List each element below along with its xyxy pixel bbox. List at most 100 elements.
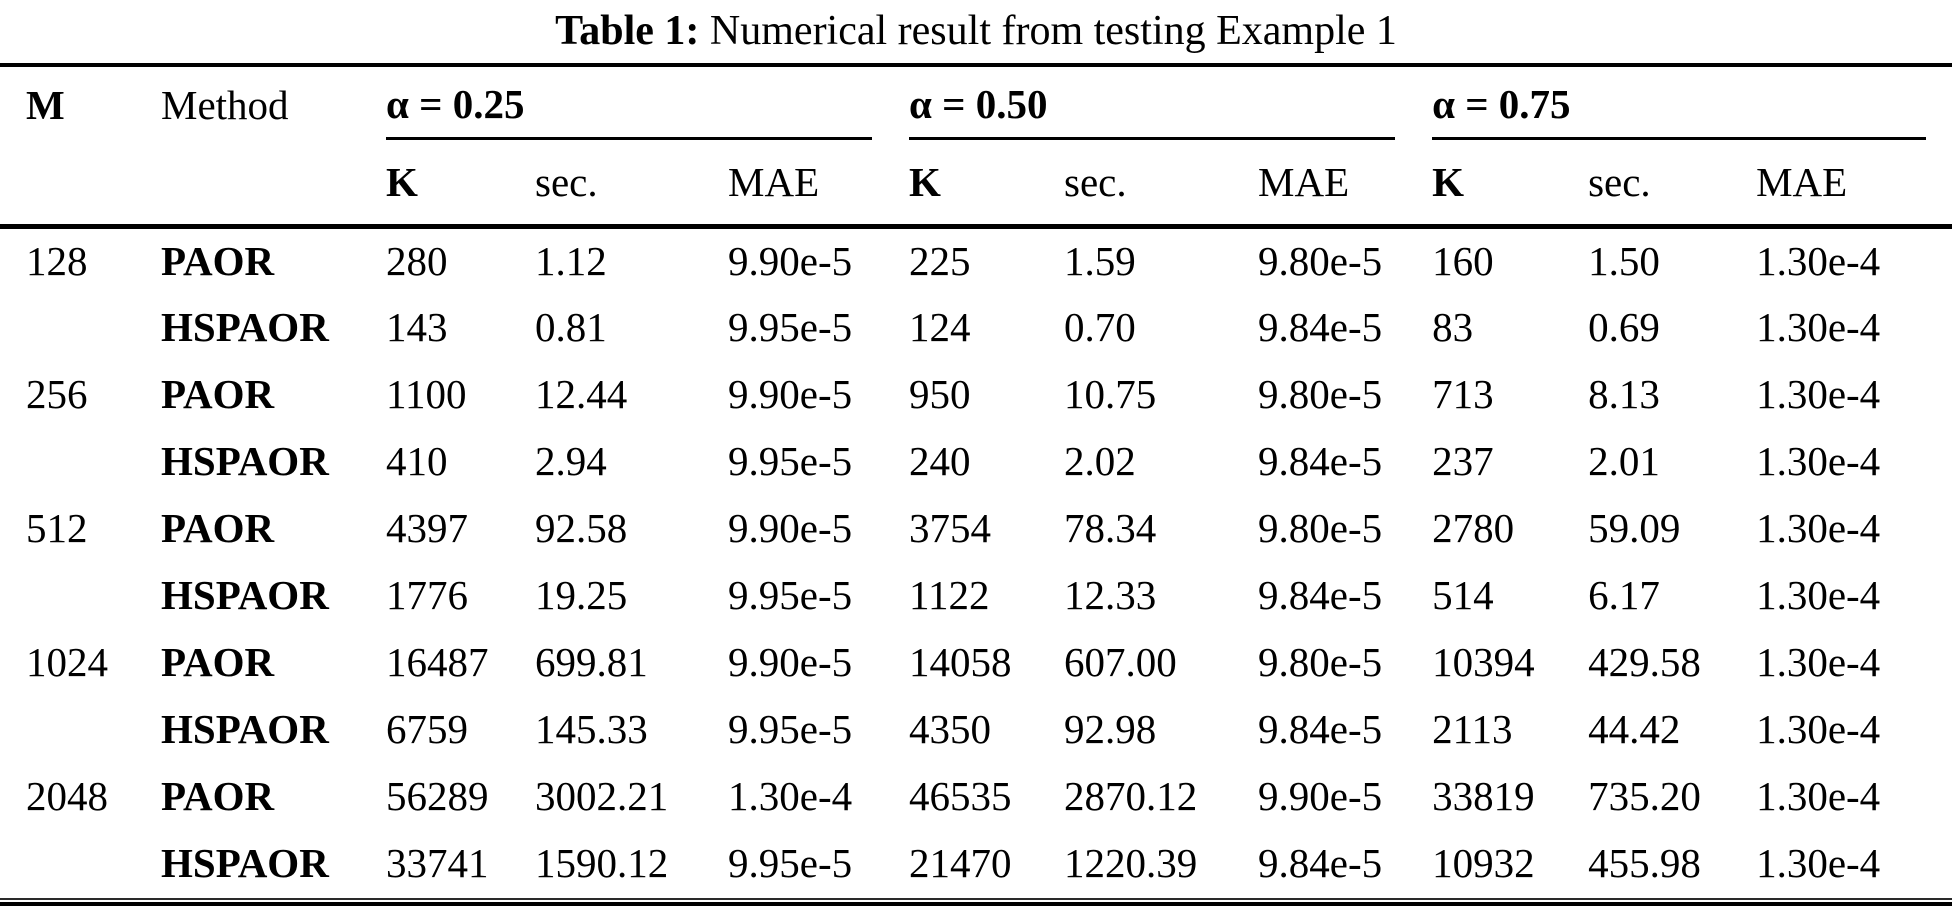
- cell-sec: 59.09: [1588, 504, 1681, 551]
- column-header-method: Method: [161, 82, 289, 128]
- cell-mae: 9.90e-5: [728, 504, 853, 551]
- cell-k: 4397: [386, 504, 468, 551]
- cell-mae: 9.84e-5: [1258, 571, 1383, 618]
- cell-m: 2048: [26, 772, 108, 819]
- table-row: HSPAOR 6759 145.33 9.95e-5 4350 92.98 9.…: [0, 695, 1952, 762]
- cell-mae: 9.90e-5: [1258, 772, 1383, 819]
- cell-sec: 699.81: [535, 638, 648, 685]
- cell-mae: 9.84e-5: [1258, 437, 1383, 484]
- cell-k: 33741: [386, 839, 489, 886]
- cell-mae: 9.95e-5: [728, 437, 853, 484]
- column-header-sec-2: sec.: [1064, 158, 1127, 205]
- cell-k: 1100: [386, 370, 467, 417]
- cell-sec: 1590.12: [535, 839, 669, 886]
- cell-sec: 0.69: [1588, 303, 1660, 350]
- cell-sec: 12.44: [535, 370, 628, 417]
- cell-k: 2113: [1432, 705, 1513, 752]
- cell-k: 56289: [386, 772, 489, 819]
- cell-method: HSPAOR: [161, 303, 329, 350]
- column-header-mae-2: MAE: [1258, 158, 1350, 205]
- cell-method: HSPAOR: [161, 839, 329, 886]
- cell-k: 950: [909, 370, 971, 417]
- cell-mae: 1.30e-4: [1756, 839, 1881, 886]
- column-header-k-3: K: [1432, 158, 1464, 205]
- cell-mae: 1.30e-4: [1756, 237, 1881, 284]
- column-header-m: M: [26, 82, 65, 128]
- cell-k: 21470: [909, 839, 1012, 886]
- cell-mae: 9.95e-5: [728, 705, 853, 752]
- cell-sec: 145.33: [535, 705, 648, 752]
- cell-mae: 9.80e-5: [1258, 237, 1383, 284]
- cell-sec: 1.12: [535, 237, 607, 284]
- cell-sec: 92.58: [535, 504, 628, 551]
- cell-mae: 9.90e-5: [728, 638, 853, 685]
- cell-sec: 44.42: [1588, 705, 1681, 752]
- cell-sec: 735.20: [1588, 772, 1701, 819]
- cell-method: PAOR: [161, 237, 275, 284]
- cell-m: 256: [26, 370, 88, 417]
- column-header-k-2: K: [909, 158, 941, 205]
- cell-k: 280: [386, 237, 448, 284]
- cell-sec: 8.13: [1588, 370, 1660, 417]
- cell-sec: 607.00: [1064, 638, 1177, 685]
- cell-k: 124: [909, 303, 971, 350]
- cell-mae: 9.80e-5: [1258, 638, 1383, 685]
- cell-method: HSPAOR: [161, 437, 329, 484]
- table-row: HSPAOR 1776 19.25 9.95e-5 1122 12.33 9.8…: [0, 561, 1952, 628]
- cell-mae: 9.95e-5: [728, 303, 853, 350]
- cell-method: PAOR: [161, 504, 275, 551]
- cell-method: PAOR: [161, 772, 275, 819]
- cell-mae: 9.95e-5: [728, 839, 853, 886]
- cell-sec: 10.75: [1064, 370, 1157, 417]
- table-row: 128 PAOR 280 1.12 9.90e-5 225 1.59 9.80e…: [0, 226, 1952, 293]
- cell-mae: 1.30e-4: [1756, 772, 1881, 819]
- group-header-alpha-075: α = 0.75: [1432, 65, 1952, 140]
- cell-sec: 3002.21: [535, 772, 669, 819]
- table-row: HSPAOR 33741 1590.12 9.95e-5 21470 1220.…: [0, 829, 1952, 896]
- table-row: HSPAOR 143 0.81 9.95e-5 124 0.70 9.84e-5…: [0, 293, 1952, 360]
- table-row: 512 PAOR 4397 92.58 9.90e-5 3754 78.34 9…: [0, 494, 1952, 561]
- table-row: HSPAOR 410 2.94 9.95e-5 240 2.02 9.84e-5…: [0, 427, 1952, 494]
- results-table: M Method α = 0.25 α = 0.50 α = 0.75 K se…: [0, 63, 1952, 896]
- cell-k: 514: [1432, 571, 1494, 618]
- cell-k: 10394: [1432, 638, 1535, 685]
- cell-sec: 2.94: [535, 437, 607, 484]
- column-header-sec-1: sec.: [535, 158, 598, 205]
- cell-m: [0, 561, 161, 628]
- cell-k: 240: [909, 437, 971, 484]
- cell-k: 225: [909, 237, 971, 284]
- cell-method: HSPAOR: [161, 705, 329, 752]
- cell-k: 46535: [909, 772, 1012, 819]
- cell-mae: 9.80e-5: [1258, 504, 1383, 551]
- cell-sec: 2870.12: [1064, 772, 1198, 819]
- cell-mae: 1.30e-4: [1756, 370, 1881, 417]
- cell-k: 1776: [386, 571, 468, 618]
- column-header-mae-3: MAE: [1756, 158, 1848, 205]
- cell-k: 237: [1432, 437, 1494, 484]
- cell-mae: 1.30e-4: [728, 772, 853, 819]
- cell-sec: 429.58: [1588, 638, 1701, 685]
- cell-m: 512: [26, 504, 88, 551]
- cell-mae: 9.80e-5: [1258, 370, 1383, 417]
- cell-sec: 1.50: [1588, 237, 1660, 284]
- table-caption-label: Table 1:: [555, 8, 700, 54]
- cell-k: 33819: [1432, 772, 1535, 819]
- table-row: 256 PAOR 1100 12.44 9.90e-5 950 10.75 9.…: [0, 360, 1952, 427]
- cell-k: 16487: [386, 638, 489, 685]
- cell-method: PAOR: [161, 370, 275, 417]
- cell-mae: 1.30e-4: [1756, 638, 1881, 685]
- cell-mae: 1.30e-4: [1756, 303, 1881, 350]
- cell-k: 160: [1432, 237, 1494, 284]
- cell-sec: 2.01: [1588, 437, 1660, 484]
- cell-sec: 0.81: [535, 303, 607, 350]
- cell-k: 143: [386, 303, 448, 350]
- table-caption: Table 1: Numerical result from testing E…: [0, 0, 1952, 63]
- table-row: 1024 PAOR 16487 699.81 9.90e-5 14058 607…: [0, 628, 1952, 695]
- cell-m: [0, 695, 161, 762]
- cell-m: 1024: [26, 638, 108, 685]
- header-row-groups: M Method α = 0.25 α = 0.50 α = 0.75: [0, 65, 1952, 140]
- cell-mae: 9.95e-5: [728, 571, 853, 618]
- cell-k: 713: [1432, 370, 1494, 417]
- cell-mae: 1.30e-4: [1756, 504, 1881, 551]
- cell-sec: 78.34: [1064, 504, 1157, 551]
